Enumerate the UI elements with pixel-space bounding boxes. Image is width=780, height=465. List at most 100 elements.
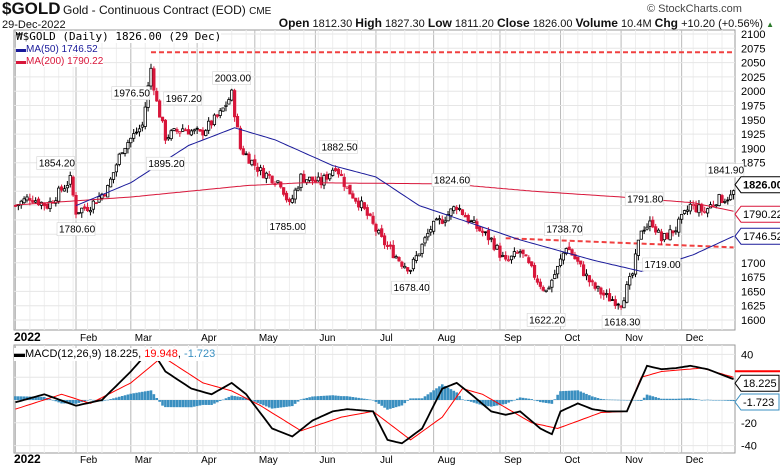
candle <box>642 229 646 232</box>
candle <box>339 173 343 177</box>
histogram-bar <box>642 397 646 400</box>
candle <box>680 213 684 220</box>
histogram-bar <box>337 395 340 400</box>
candle <box>158 100 162 118</box>
histogram-bar <box>397 400 401 407</box>
candle <box>267 174 271 176</box>
candle <box>264 172 268 179</box>
candle <box>34 200 38 203</box>
candle <box>302 173 306 183</box>
candle <box>57 187 61 202</box>
histogram-bar <box>241 397 245 400</box>
candle <box>299 173 303 188</box>
histogram-bar <box>305 397 309 400</box>
candle <box>489 237 493 240</box>
annotation-box <box>526 313 566 327</box>
y-tick-label: 1925 <box>741 129 765 141</box>
histogram-bar <box>518 397 522 400</box>
candle <box>434 218 439 221</box>
macd-value-tag <box>734 374 780 392</box>
candle <box>400 261 404 267</box>
candle <box>599 287 603 295</box>
histogram-bar <box>504 400 508 404</box>
histogram-bar <box>694 399 698 400</box>
candle <box>380 228 384 237</box>
legend-ma200-text: MA(200) 1790.22 <box>26 56 104 67</box>
legend-ma50-text: MA(50) 1746.52 <box>26 44 98 55</box>
histogram-bar <box>550 400 554 404</box>
candle <box>351 193 355 199</box>
histogram-bar <box>141 391 144 400</box>
credit[interactable]: © StockCharts.com <box>647 3 742 15</box>
candle <box>573 254 577 260</box>
histogram-bar <box>645 394 649 400</box>
candle <box>71 176 75 196</box>
histogram-bar <box>181 400 185 408</box>
histogram-bar <box>262 400 265 406</box>
candle <box>691 203 695 207</box>
histogram-bar <box>74 400 78 404</box>
histogram-bar <box>239 396 242 400</box>
histogram-bar <box>605 399 608 401</box>
candle <box>195 127 199 130</box>
candle <box>685 209 690 212</box>
candle <box>414 255 418 261</box>
histogram-bar <box>590 396 594 400</box>
y-tick-label: 2025 <box>741 72 765 84</box>
histogram-bar <box>651 396 655 400</box>
candle <box>276 180 280 183</box>
candle <box>22 198 26 204</box>
histogram-bar <box>143 391 147 400</box>
histogram-bar <box>233 396 236 400</box>
y-tick-label: 1650 <box>741 286 765 298</box>
symbol: $GOLD <box>2 0 61 18</box>
signal-value: 19.948 <box>144 348 178 360</box>
candle <box>36 198 41 206</box>
histogram-bar <box>383 400 386 408</box>
y-tick-label: 1700 <box>741 258 765 270</box>
x-tick-label: Sep <box>504 333 522 344</box>
candle <box>120 152 124 155</box>
histogram-bar <box>371 400 375 401</box>
price-annotation: 1882.50 <box>321 142 358 153</box>
x-tick-label: Jul <box>380 333 393 344</box>
candle <box>212 114 217 125</box>
price-annotation: 1785.00 <box>270 222 307 233</box>
x-tick-label: Jun <box>319 455 335 465</box>
histogram-bar <box>227 396 231 400</box>
ma200-line <box>15 182 734 212</box>
x-tick-label: Oct <box>565 333 581 344</box>
histogram-bar <box>198 400 202 406</box>
histogram-bar <box>469 400 473 402</box>
candle <box>616 303 620 306</box>
histogram-bar <box>391 400 395 408</box>
histogram-bar <box>573 390 577 400</box>
histogram-bar <box>40 396 43 400</box>
candle <box>509 255 514 261</box>
histogram-bar <box>599 398 603 400</box>
histogram-bar <box>187 400 190 408</box>
candle <box>538 281 542 287</box>
candle <box>209 120 214 126</box>
candle <box>659 231 664 242</box>
candle <box>656 229 661 233</box>
histogram-bar <box>14 396 17 400</box>
candle <box>227 99 231 105</box>
histogram-bar <box>680 398 683 400</box>
histogram-bar <box>697 399 701 401</box>
histogram-bar <box>729 400 732 401</box>
candle <box>279 181 283 188</box>
candle <box>605 293 609 295</box>
histogram-bar <box>616 399 620 401</box>
histogram-bar <box>634 400 637 401</box>
histogram-bar <box>331 395 334 400</box>
histogram-bar <box>544 400 548 403</box>
candle <box>31 200 35 203</box>
candle <box>581 264 586 277</box>
candle <box>391 244 395 259</box>
histogram-bar <box>68 400 72 404</box>
annotation-box <box>111 86 151 100</box>
histogram-bar <box>322 395 326 400</box>
resistance-line <box>505 237 734 249</box>
candle <box>256 166 260 172</box>
